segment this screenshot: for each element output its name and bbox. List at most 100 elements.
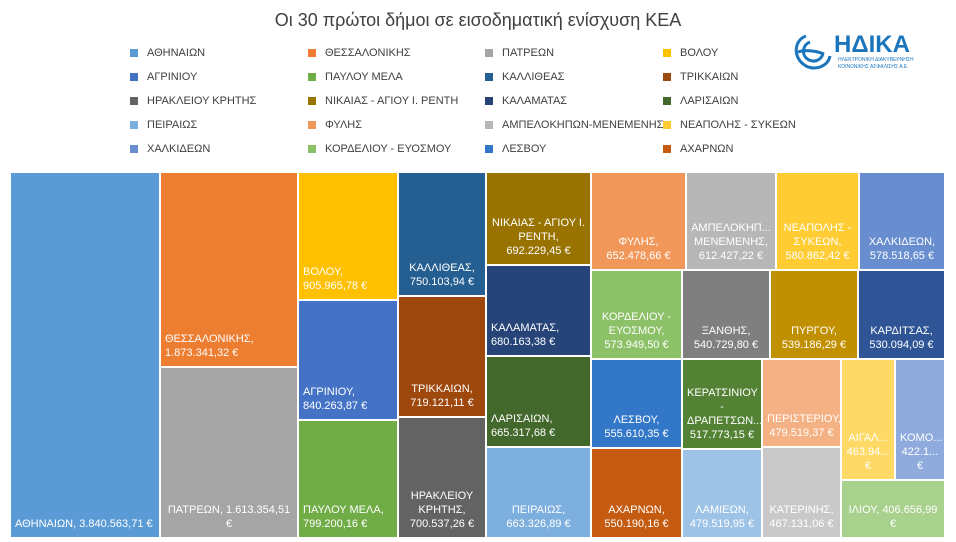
legend-swatch [308, 49, 316, 57]
legend-label: ΝΙΚΑΙΑΣ - ΑΓΙΟΥ Ι. ΡΕΝΤΗ [325, 95, 459, 107]
legend-item: ΦΥΛΗΣ [308, 117, 362, 133]
treemap-cell-label: ΚΑΛΛΙΘΕΑΣ, 750.103,94 € [409, 262, 475, 288]
treemap-cell-label: ΝΕΑΠΟΛΗΣ - ΣΥΚΕΩΝ, 580.862,42 € [783, 222, 852, 262]
treemap-cell: ΧΑΛΚΙΔΕΩΝ, 578.518,65 € [859, 172, 945, 270]
treemap-cell-label: ΚΟΜΟ... 422.1... € [900, 432, 943, 472]
treemap-cell-label: ΗΡΑΚΛΕΙΟΥ ΚΡΗΤΗΣ, 700.537,26 € [409, 490, 475, 530]
treemap-cell: ΛΑΡΙΣΑΙΩΝ, 665.317,68 € [486, 356, 591, 447]
legend-item: ΑΓΡΙΝΙΟΥ [130, 69, 197, 85]
logo-name: ΗΔΙΚΑ [834, 31, 910, 58]
treemap-cell: ΑΧΑΡΝΩΝ, 550.190,16 € [591, 448, 682, 538]
treemap-cell-label: ΚΑΤΕΡΙΝΗΣ, 467.131,06 € [769, 504, 834, 530]
treemap-cell: ΤΡΙΚΚΑΙΩΝ, 719.121,11 € [398, 296, 486, 417]
legend-swatch [308, 73, 316, 81]
treemap-cell-label: ΠΑΥΛΟΥ ΜΕΛΑ, 799.200,16 € [303, 504, 384, 530]
legend-label: ΛΕΣΒΟΥ [502, 143, 547, 155]
legend-swatch [485, 145, 493, 153]
legend-label: ΤΡΙΚΚΑΙΩΝ [680, 71, 739, 83]
legend-swatch [308, 145, 316, 153]
legend-label: ΛΑΡΙΣΑΙΩΝ [680, 95, 739, 107]
legend-label: ΦΥΛΗΣ [325, 119, 363, 131]
legend-item: ΑΧΑΡΝΩΝ [663, 141, 733, 157]
treemap-cell-label: ΠΑΤΡΕΩΝ, 1.613.354,51 € [167, 504, 291, 530]
treemap-cell: ΚΟΜΟ... 422.1... € [895, 359, 945, 480]
legend-swatch [308, 121, 316, 129]
legend-swatch [663, 73, 671, 81]
legend-swatch [663, 97, 671, 105]
logo-tagline-2: ΚΟΙΝΩΝΙΚΗΣ ΑΣΦΑΛΙΣΗΣ Α.Ε. [838, 64, 909, 70]
legend-item: ΘΕΣΣΑΛΟΝΙΚΗΣ [308, 45, 411, 61]
legend-item: ΠΕΙΡΑΙΩΣ [130, 117, 197, 133]
treemap-cell: ΝΙΚΑΙΑΣ - ΑΓΙΟΥ Ι. ΡΕΝΤΗ, 692.229,45 € [486, 172, 591, 265]
treemap-cell-label: ΛΑΡΙΣΑΙΩΝ, 665.317,68 € [491, 413, 556, 439]
treemap-cell-label: ΚΕΡΑΤΣΙΝΙΟΥ - ΔΡΑΠΕΤΣΩΝ..., 517.773,15 € [687, 387, 762, 441]
treemap-cell-label: ΠΕΙΡΑΙΩΣ, 663.326,89 € [506, 504, 571, 530]
treemap-cell-label: ΘΕΣΣΑΛΟΝΙΚΗΣ, 1.873.341,32 € [165, 333, 254, 359]
treemap-cell: ΦΥΛΗΣ, 652.478,66 € [591, 172, 686, 270]
legend-item: ΝΙΚΑΙΑΣ - ΑΓΙΟΥ Ι. ΡΕΝΤΗ [308, 93, 458, 109]
treemap-cell-label: ΦΥΛΗΣ, 652.478,66 € [606, 236, 671, 262]
treemap-cell: ΑΓΡΙΝΙΟΥ, 840.263,87 € [298, 300, 398, 420]
legend-swatch [130, 73, 138, 81]
legend-item: ΑΜΠΕΛΟΚΗΠΩΝ-ΜΕΝΕΜΕΝΗΣ [485, 117, 663, 133]
treemap-cell-label: ΛΕΣΒΟΥ, 555.610,35 € [604, 414, 669, 440]
treemap-cell-label: ΠΥΡΓΟΥ, 539.186,29 € [781, 325, 847, 351]
legend-label: ΘΕΣΣΑΛΟΝΙΚΗΣ [325, 47, 411, 59]
treemap-cell-label: ΑΧΑΡΝΩΝ, 550.190,16 € [604, 504, 669, 530]
legend-swatch [485, 73, 493, 81]
treemap-cell: ΝΕΑΠΟΛΗΣ - ΣΥΚΕΩΝ, 580.862,42 € [776, 172, 859, 270]
treemap-cell: ΠΑΥΛΟΥ ΜΕΛΑ, 799.200,16 € [298, 420, 398, 538]
legend-swatch [485, 121, 493, 129]
legend-label: ΑΧΑΡΝΩΝ [680, 143, 734, 155]
treemap-cell: ΒΟΛΟΥ, 905.965,78 € [298, 172, 398, 300]
legend-swatch [130, 145, 138, 153]
treemap-cell-label: ΑΘΗΝΑΙΩΝ, 3.840.563,71 € [15, 518, 153, 530]
treemap-cell-label: ΚΑΛΑΜΑΤΑΣ, 680.163,38 € [491, 322, 560, 348]
treemap-cell: ΑΜΠΕΛΟΚΗΠ... ΜΕΝΕΜΕΝΗΣ, 612.427,22 € [686, 172, 776, 270]
legend-label: ΒΟΛΟΥ [680, 47, 719, 59]
treemap-cell-label: ΑΓΡΙΝΙΟΥ, 840.263,87 € [303, 386, 368, 412]
legend-label: ΠΑΥΛΟΥ ΜΕΛΑ [325, 71, 403, 83]
treemap-cell-label: ΚΑΡΔΙΤΣΑΣ, 530.094,09 € [869, 325, 934, 351]
treemap-cell-label: ΧΑΛΚΙΔΕΩΝ, 578.518,65 € [868, 236, 936, 262]
treemap-cell-label: ΠΕΡΙΣΤΕΡΙΟΥ, 479.519,37 € [767, 413, 841, 439]
legend-label: ΑΜΠΕΛΟΚΗΠΩΝ-ΜΕΝΕΜΕΝΗΣ [502, 119, 664, 131]
treemap-cell-label: ΛΑΜΙΕΩΝ, 479.519,95 € [689, 504, 755, 530]
treemap-cell: ΚΑΛΛΙΘΕΑΣ, 750.103,94 € [398, 172, 486, 296]
legend-item: ΠΑΥΛΟΥ ΜΕΛΑ [308, 69, 403, 85]
legend-item: ΚΑΛΛΙΘΕΑΣ [485, 69, 564, 85]
treemap-cell-label: ΒΟΛΟΥ, 905.965,78 € [303, 266, 368, 292]
treemap-cell: ΚΕΡΑΤΣΙΝΙΟΥ - ΔΡΑΠΕΤΣΩΝ..., 517.773,15 € [682, 359, 762, 449]
treemap-cell: ΚΑΤΕΡΙΝΗΣ, 467.131,06 € [762, 447, 841, 538]
treemap-cell: ΠΥΡΓΟΥ, 539.186,29 € [770, 270, 858, 359]
legend-label: ΑΘΗΝΑΙΩΝ [147, 47, 206, 59]
legend-label: ΗΡΑΚΛΕΙΟΥ ΚΡΗΤΗΣ [147, 95, 257, 107]
treemap-cell: ΑΙΓΑΛ... 463.94... € [841, 359, 895, 480]
treemap-cell-label: ΚΟΡΔΕΛΙΟΥ - ΕΥΟΣΜΟΥ, 573.949,50 € [601, 311, 672, 351]
treemap-cell: ΙΛΙΟΥ, 406.656,99 € [841, 480, 945, 538]
treemap-cell-label: ΙΛΙΟΥ, 406.656,99 € [848, 504, 938, 530]
hdika-logo: ΗΔΙΚΑ ΗΛΕΚΤΡΟΝΙΚΗ ΔΙΑΚΥΒΕΡΝΗΣΗ ΚΟΙΝΩΝΙΚΗ… [794, 31, 914, 70]
legend-swatch [485, 49, 493, 57]
legend-item: ΝΕΑΠΟΛΗΣ - ΣΥΚΕΩΝ [663, 117, 796, 133]
treemap-cell-label: ΤΡΙΚΚΑΙΩΝ, 719.121,11 € [410, 383, 474, 409]
legend-swatch [663, 49, 671, 57]
legend-label: ΧΑΛΚΙΔΕΩΝ [147, 143, 211, 155]
treemap-cell: ΚΑΛΑΜΑΤΑΣ, 680.163,38 € [486, 265, 591, 356]
legend-item: ΒΟΛΟΥ [663, 45, 718, 61]
legend-label: ΚΑΛΛΙΘΕΑΣ [502, 71, 565, 83]
treemap-cell: ΠΕΡΙΣΤΕΡΙΟΥ, 479.519,37 € [762, 359, 841, 447]
legend-item: ΚΟΡΔΕΛΙΟΥ - ΕΥΟΣΜΟΥ [308, 141, 451, 157]
logo-tagline-1: ΗΛΕΚΤΡΟΝΙΚΗ ΔΙΑΚΥΒΕΡΝΗΣΗ [838, 57, 914, 63]
logo-swirl-icon [794, 34, 832, 70]
treemap-cell: ΑΘΗΝΑΙΩΝ, 3.840.563,71 € [10, 172, 160, 538]
legend-label: ΠΑΤΡΕΩΝ [502, 47, 555, 59]
chart-title: Οι 30 πρώτοι δήμοι σε εισοδηματική ενίσχ… [274, 10, 682, 30]
legend-swatch [130, 121, 138, 129]
legend-label: ΚΟΡΔΕΛΙΟΥ - ΕΥΟΣΜΟΥ [325, 143, 452, 155]
treemap-cell: ΚΟΡΔΕΛΙΟΥ - ΕΥΟΣΜΟΥ, 573.949,50 € [591, 270, 682, 359]
legend-item: ΗΡΑΚΛΕΙΟΥ ΚΡΗΤΗΣ [130, 93, 256, 109]
legend-swatch [130, 49, 138, 57]
treemap-cell: ΛΕΣΒΟΥ, 555.610,35 € [591, 359, 682, 448]
legend-item: ΤΡΙΚΚΑΙΩΝ [663, 69, 738, 85]
